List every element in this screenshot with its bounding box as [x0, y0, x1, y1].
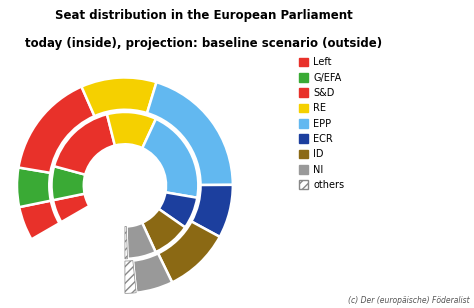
Wedge shape [158, 221, 220, 282]
Wedge shape [159, 192, 197, 227]
Wedge shape [191, 185, 233, 237]
Text: (c) Der (europäische) Föderalist: (c) Der (europäische) Föderalist [347, 296, 469, 305]
Wedge shape [54, 114, 115, 175]
Wedge shape [142, 209, 185, 252]
Wedge shape [19, 201, 59, 239]
Wedge shape [107, 112, 156, 148]
Text: today (inside), projection: baseline scenario (outside): today (inside), projection: baseline sce… [25, 37, 383, 50]
Wedge shape [125, 261, 136, 293]
Text: Seat distribution in the European Parliament: Seat distribution in the European Parlia… [55, 9, 353, 22]
Wedge shape [53, 194, 89, 222]
Wedge shape [18, 87, 94, 173]
Wedge shape [125, 226, 128, 259]
Wedge shape [147, 82, 233, 185]
Legend: Left, G/EFA, S&D, RE, EPP, ECR, ID, NI, others: Left, G/EFA, S&D, RE, EPP, ECR, ID, NI, … [299, 57, 345, 190]
Wedge shape [133, 253, 172, 293]
Wedge shape [52, 166, 85, 200]
Wedge shape [82, 78, 156, 116]
Wedge shape [142, 119, 198, 198]
Wedge shape [17, 168, 51, 207]
Wedge shape [127, 223, 155, 259]
